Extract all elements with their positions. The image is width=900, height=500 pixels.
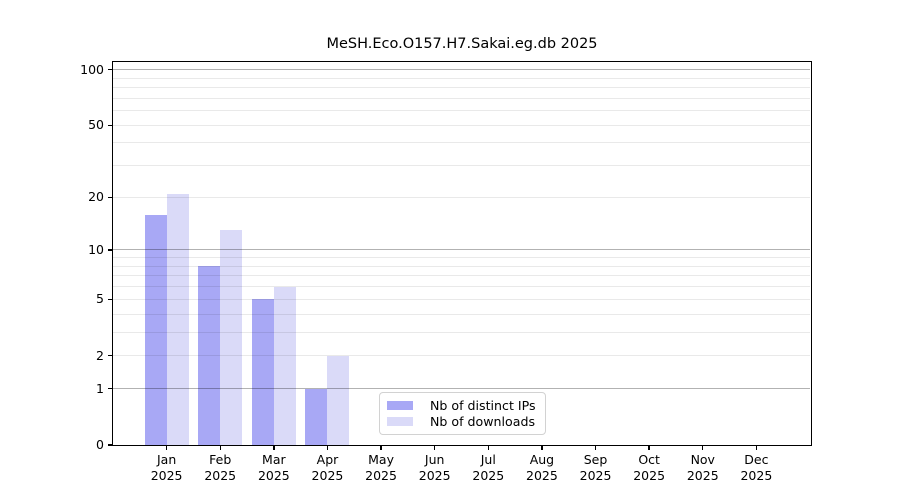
- legend-swatch-downloads: [387, 416, 413, 427]
- y-axis-tick-mark: [108, 298, 113, 300]
- bar-distinct-ips-apr: [305, 388, 328, 445]
- x-axis-tick-label-jul: Jul 2025: [472, 452, 505, 483]
- bar-downloads-jan: [166, 193, 189, 445]
- x-axis-tick-mark: [380, 445, 382, 450]
- x-axis-tick-mark: [648, 445, 650, 450]
- bar-distinct-ips-mar: [251, 299, 274, 445]
- gridline-y-30: [113, 165, 810, 167]
- y-axis-tick-label: 5: [96, 291, 104, 307]
- gridline-y-2: [113, 355, 810, 357]
- x-axis-tick-mark: [755, 445, 758, 450]
- x-axis-tick-mark: [433, 445, 436, 450]
- x-axis-tick-mark: [219, 445, 221, 450]
- gridline-y-6: [113, 286, 810, 288]
- bar-distinct-ips-feb: [198, 266, 221, 445]
- gridline-y-80: [113, 87, 810, 89]
- gridline-y-1: [113, 388, 810, 390]
- y-axis-tick-label: 20: [88, 189, 104, 205]
- gridline-y-100: [113, 69, 810, 71]
- gridline-y-70: [113, 97, 810, 99]
- gridline-y-9: [113, 257, 810, 259]
- gridline-y-60: [113, 110, 810, 112]
- x-axis-tick-mark: [273, 445, 275, 450]
- x-axis-tick-mark: [541, 445, 543, 450]
- y-axis-tick-label: 100: [80, 61, 104, 77]
- legend-item-distinct-ips: Nb of distinct IPs: [387, 398, 537, 413]
- y-axis-tick-mark: [108, 124, 113, 126]
- bar-downloads-mar: [273, 286, 296, 445]
- x-axis-tick-label-nov: Nov 2025: [686, 452, 719, 483]
- legend-label-distinct-ips: Nb of distinct IPs: [430, 398, 536, 413]
- gridline-y-50: [113, 124, 810, 126]
- x-axis-tick-mark: [487, 445, 489, 450]
- x-axis-tick-label-feb: Feb 2025: [204, 452, 237, 483]
- y-axis-tick-label: 50: [88, 117, 104, 133]
- x-axis-tick-label-sep: Sep 2025: [579, 452, 612, 483]
- gridline-y-8: [113, 265, 810, 267]
- x-axis-tick-mark: [702, 445, 704, 450]
- y-axis-tick-label: 1: [96, 380, 104, 396]
- gridline-y-90: [113, 77, 810, 79]
- x-axis-tick-label-oct: Oct 2025: [633, 452, 666, 483]
- legend-label-downloads: Nb of downloads: [430, 414, 536, 429]
- gridline-y-10: [113, 249, 810, 251]
- y-axis-tick-label: 0: [96, 437, 104, 452]
- gridline-y-3: [113, 331, 810, 333]
- y-axis-tick-mark: [108, 354, 113, 357]
- bar-downloads-feb: [220, 230, 243, 445]
- legend-swatch-distinct-ips: [387, 400, 413, 411]
- gridline-y-20: [113, 196, 810, 198]
- x-axis-tick-label-jun: Jun 2025: [418, 452, 451, 483]
- x-axis-tick-label-apr: Apr 2025: [311, 452, 344, 483]
- gridline-y-40: [113, 142, 810, 144]
- y-axis-tick-mark: [108, 68, 113, 71]
- x-axis-tick-mark: [165, 445, 168, 450]
- gridline-y-5: [113, 298, 810, 300]
- x-axis-tick-label-mar: Mar 2025: [257, 452, 290, 483]
- chart-title: MeSH.Eco.O157.H7.Sakai.eg.db 2025: [326, 36, 598, 52]
- legend-item-downloads: Nb of downloads: [387, 414, 537, 429]
- gridline-y-4: [113, 313, 810, 315]
- y-axis-tick-mark: [108, 444, 113, 446]
- x-axis-tick-mark: [594, 445, 597, 450]
- y-axis-tick-mark: [108, 196, 113, 199]
- y-axis-tick-label: 2: [96, 347, 104, 363]
- x-axis-tick-mark: [326, 445, 329, 450]
- x-axis-tick-label-may: May 2025: [365, 452, 397, 483]
- bar-distinct-ips-jan: [144, 214, 167, 445]
- y-axis-tick-mark: [108, 387, 113, 390]
- x-axis-tick-label-aug: Aug 2025: [526, 452, 558, 483]
- y-axis-tick-mark: [108, 249, 113, 251]
- legend: Nb of distinct IPs Nb of downloads: [379, 392, 546, 435]
- x-axis-tick-label-jan: Jan 2025: [150, 452, 183, 483]
- x-axis-tick-label-dec: Dec 2025: [740, 452, 773, 483]
- bar-downloads-apr: [327, 355, 350, 445]
- y-axis-tick-label: 10: [88, 241, 104, 257]
- gridline-y-7: [113, 275, 810, 277]
